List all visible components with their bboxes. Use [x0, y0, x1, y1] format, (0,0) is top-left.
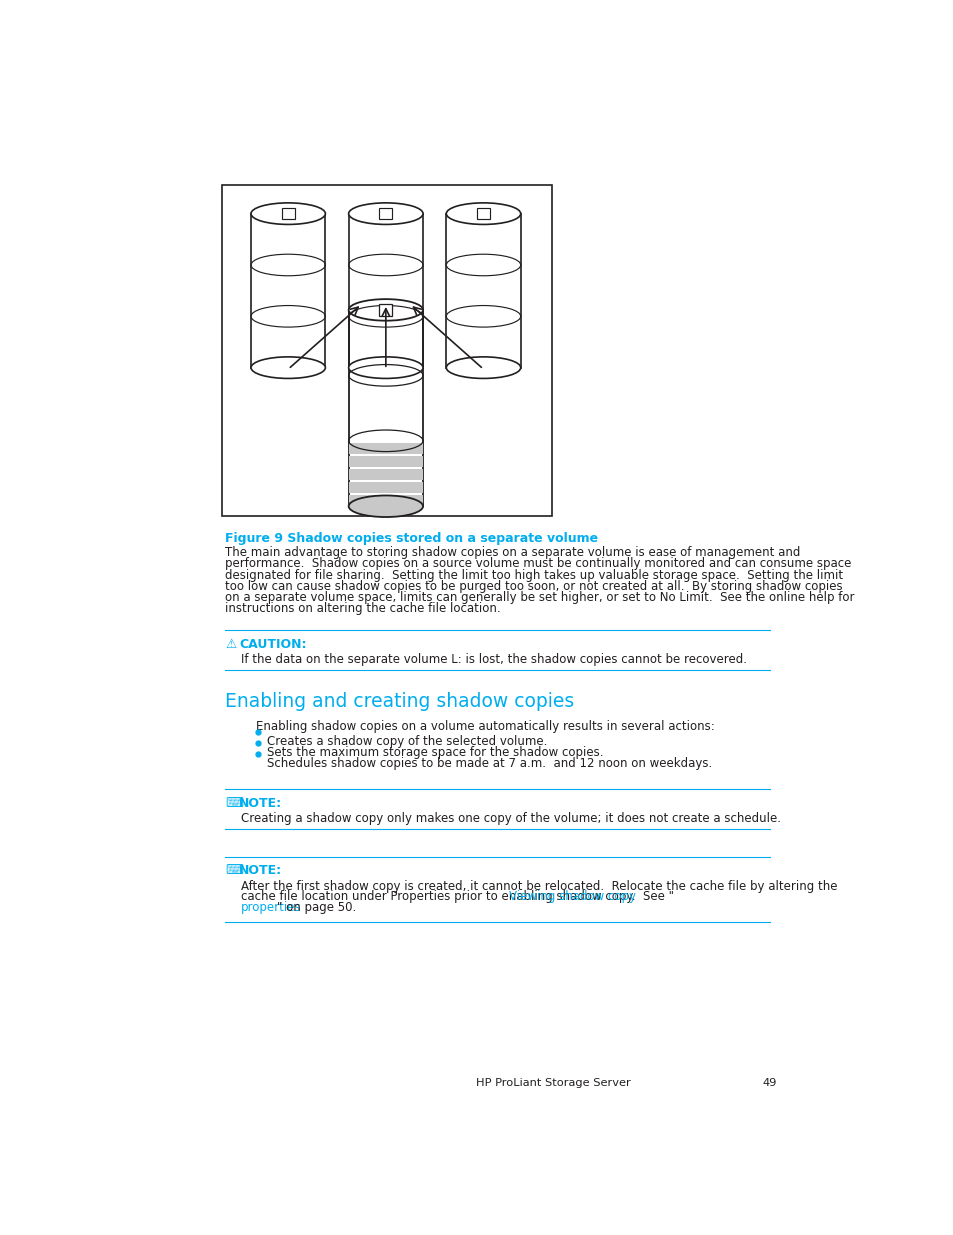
Text: Schedules shadow copies to be made at 7 a.m.  and 12 noon on weekdays.: Schedules shadow copies to be made at 7 … — [267, 757, 712, 771]
Text: cache file location under Properties prior to enabling shadow copy.  See ": cache file location under Properties pri… — [241, 890, 673, 904]
Text: designated for file sharing.  Setting the limit too high takes up valuable stora: designated for file sharing. Setting the… — [225, 568, 842, 582]
Polygon shape — [348, 495, 422, 506]
Text: ⌨: ⌨ — [225, 864, 243, 877]
Bar — [379, 207, 392, 220]
Text: If the data on the separate volume L: is lost, the shadow copies cannot be recov: If the data on the separate volume L: is… — [241, 653, 746, 667]
Text: Enabling and creating shadow copies: Enabling and creating shadow copies — [225, 692, 574, 711]
Ellipse shape — [348, 495, 422, 517]
Polygon shape — [348, 456, 422, 467]
Text: The main advantage to storing shadow copies on a separate volume is ease of mana: The main advantage to storing shadow cop… — [225, 546, 800, 559]
Text: NOTE:: NOTE: — [239, 864, 282, 877]
Polygon shape — [446, 214, 520, 368]
Polygon shape — [251, 214, 325, 368]
Text: Enabling shadow copies on a volume automatically results in several actions:: Enabling shadow copies on a volume autom… — [256, 720, 715, 732]
Bar — [221, 185, 551, 516]
Bar — [476, 207, 490, 220]
Text: After the first shadow copy is created, it cannot be relocated.  Relocate the ca: After the first shadow copy is created, … — [241, 879, 837, 893]
Bar — [281, 207, 294, 220]
Ellipse shape — [348, 357, 422, 378]
Polygon shape — [348, 310, 422, 506]
Ellipse shape — [251, 203, 325, 225]
Polygon shape — [348, 214, 422, 368]
Text: on a separate volume space, limits can generally be set higher, or set to No Lim: on a separate volume space, limits can g… — [225, 592, 854, 604]
Ellipse shape — [348, 299, 422, 321]
Text: performance.  Shadow copies on a source volume must be continually monitored and: performance. Shadow copies on a source v… — [225, 557, 851, 571]
Text: instructions on altering the cache file location.: instructions on altering the cache file … — [225, 603, 500, 615]
Text: HP ProLiant Storage Server: HP ProLiant Storage Server — [476, 1078, 630, 1088]
Text: Creates a shadow copy of the selected volume.: Creates a shadow copy of the selected vo… — [267, 735, 547, 748]
Text: CAUTION:: CAUTION: — [239, 638, 307, 651]
Text: Sets the maximum storage space for the shadow copies.: Sets the maximum storage space for the s… — [267, 746, 603, 760]
Polygon shape — [348, 443, 422, 453]
Text: ⚠: ⚠ — [225, 638, 236, 651]
Text: Viewing shadow copy: Viewing shadow copy — [509, 890, 636, 904]
Ellipse shape — [446, 203, 520, 225]
Text: too low can cause shadow copies to be purged too soon, or not created at all.  B: too low can cause shadow copies to be pu… — [225, 579, 842, 593]
Ellipse shape — [446, 357, 520, 378]
Text: 49: 49 — [761, 1078, 776, 1088]
Text: " on page 50.: " on page 50. — [277, 902, 356, 914]
Text: NOTE:: NOTE: — [239, 797, 282, 809]
Polygon shape — [348, 483, 422, 493]
Bar — [379, 304, 392, 316]
Ellipse shape — [348, 203, 422, 225]
Text: properties: properties — [241, 902, 301, 914]
Text: Creating a shadow copy only makes one copy of the volume; it does not create a s: Creating a shadow copy only makes one co… — [241, 811, 781, 825]
Polygon shape — [348, 469, 422, 480]
Text: Figure 9 Shadow copies stored on a separate volume: Figure 9 Shadow copies stored on a separ… — [225, 531, 598, 545]
Text: ⌨: ⌨ — [225, 797, 243, 809]
Ellipse shape — [251, 357, 325, 378]
